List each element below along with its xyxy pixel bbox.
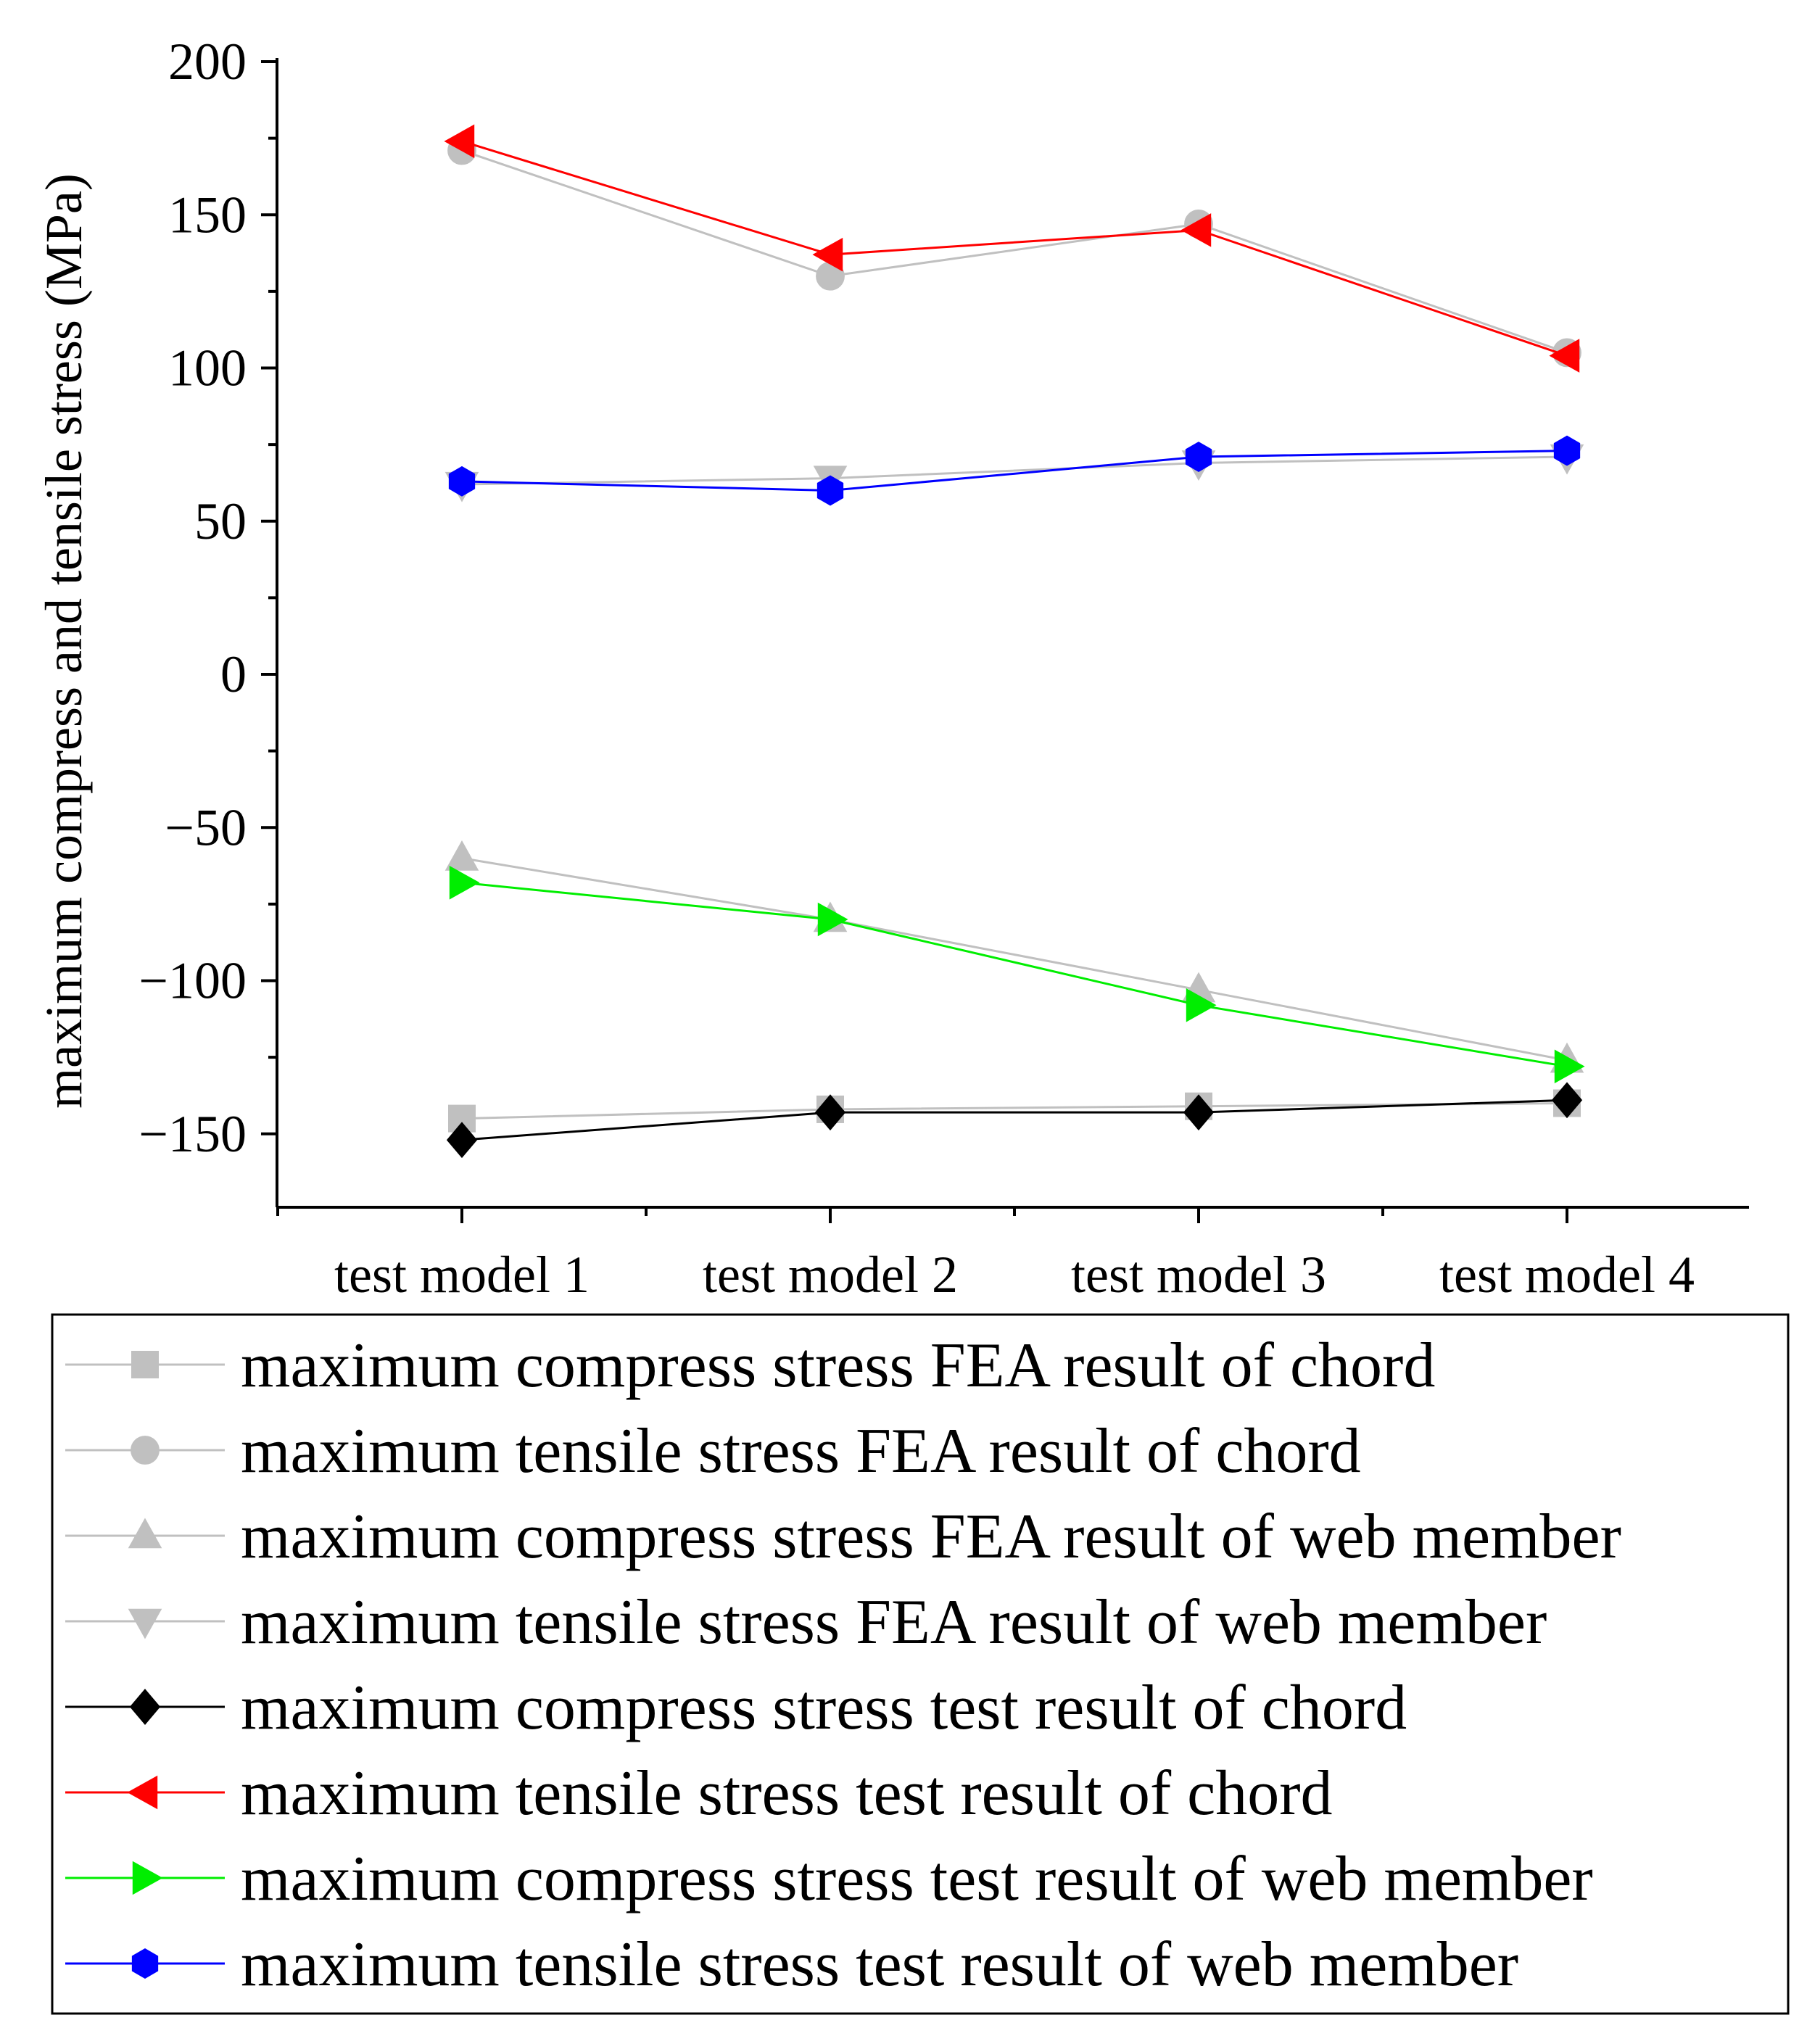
data-point [1183, 1094, 1215, 1131]
series-line [461, 1102, 1568, 1120]
data-point [814, 1094, 846, 1131]
legend-label: maximum tensile stress FEA result of cho… [241, 1416, 1361, 1486]
legend-label: maximum tensile stress FEA result of web… [241, 1587, 1547, 1658]
data-point [1180, 213, 1212, 247]
y-tick-label: 150 [168, 186, 247, 244]
legend-marker [131, 1948, 159, 1979]
y-axis-title: maximum compress and tensile stress (MPa… [35, 173, 93, 1109]
data-point [1553, 435, 1581, 466]
legend-label: maximum compress stress FEA result of ch… [241, 1331, 1435, 1401]
y-tick-label: −100 [138, 952, 247, 1010]
legend-label: maximum tensile stress test result of ch… [241, 1758, 1333, 1829]
legend-item: maximum tensile stress FEA result of web… [65, 1587, 1547, 1658]
data-point [1551, 1082, 1583, 1119]
y-tick-label: −150 [138, 1105, 247, 1163]
legend-item: maximum compress stress test result of w… [65, 1844, 1593, 1914]
data-point [448, 466, 476, 497]
y-tick-label: 50 [194, 492, 247, 550]
series-8 [448, 435, 1581, 506]
data-point [817, 902, 848, 937]
x-tick-label: test model 4 [1439, 1246, 1695, 1304]
data-point [449, 865, 480, 900]
legend-label: maximum tensile stress test result of we… [241, 1929, 1518, 2000]
data-point [812, 237, 843, 272]
legend-item: maximum compress stress test result of c… [65, 1673, 1407, 1743]
y-tick-label: −50 [165, 798, 247, 856]
legend-label: maximum compress stress FEA result of we… [241, 1502, 1621, 1572]
x-tick-label: test model 2 [703, 1246, 958, 1304]
series-layer [444, 124, 1585, 1159]
y-tick-label: 100 [168, 339, 247, 397]
legend-marker [131, 1436, 160, 1465]
series-1 [448, 1089, 1581, 1133]
y-tick-label: 0 [220, 645, 247, 703]
legend-marker [129, 1689, 161, 1725]
legend-item: maximum tensile stress test result of ch… [65, 1758, 1333, 1829]
data-point [1185, 442, 1212, 472]
legend-label: maximum compress stress test result of w… [241, 1844, 1593, 1914]
legend-marker [128, 1518, 162, 1549]
plot-frame [276, 58, 1749, 1209]
y-axis: 200 150 100 50 0 −50 −100 −150 [138, 33, 277, 1163]
series-line [461, 1098, 1568, 1141]
series-line [461, 149, 1568, 354]
legend-marker [131, 1351, 159, 1378]
x-axis: test model 1 test model 2 test model 3 test… [276, 1207, 1695, 1304]
legend-marker [127, 1775, 158, 1810]
series-7 [449, 865, 1585, 1084]
series-5 [446, 1082, 1583, 1159]
data-point [1186, 988, 1217, 1022]
series-line [461, 455, 1568, 486]
data-point [444, 840, 479, 871]
series-line [461, 450, 1568, 492]
data-point [1549, 339, 1580, 373]
series-3 [444, 840, 1584, 1073]
legend: maximum compress stress FEA result of ch… [51, 1313, 1790, 2015]
legend-item: maximum tensile stress FEA result of cho… [65, 1416, 1361, 1486]
legend-item: maximum compress stress FEA result of ch… [65, 1331, 1435, 1401]
legend-marker [128, 1608, 162, 1639]
legend-item: maximum compress stress FEA result of we… [65, 1502, 1621, 1572]
series-line [461, 140, 1568, 357]
x-tick-label: test model 3 [1071, 1246, 1326, 1304]
x-tick-label: test model 1 [334, 1246, 590, 1304]
series-6 [444, 124, 1580, 373]
y-tick-label: 200 [168, 33, 247, 91]
data-point [444, 124, 475, 159]
series-line [461, 881, 1568, 1068]
series-2 [447, 136, 1581, 368]
legend-item: maximum tensile stress test result of we… [65, 1929, 1518, 2000]
data-point [446, 1122, 478, 1159]
data-point [1554, 1049, 1585, 1084]
legend-marker [132, 1861, 163, 1895]
series-line [461, 857, 1568, 1062]
data-point [816, 475, 844, 506]
legend-box [51, 1313, 1790, 2015]
legend-label: maximum compress stress test result of c… [241, 1673, 1407, 1743]
